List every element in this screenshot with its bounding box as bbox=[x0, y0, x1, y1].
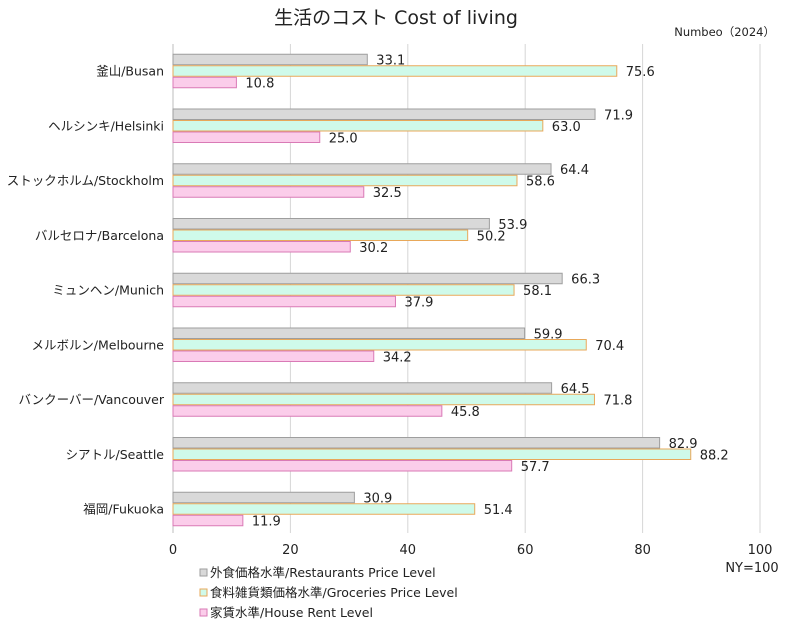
bar bbox=[172, 393, 595, 406]
x-tick-label: 60 bbox=[517, 543, 534, 558]
legend: 外食価格水準/Restaurants Price Level 食料雑貨類価格水準/… bbox=[199, 565, 458, 620]
bar bbox=[172, 76, 237, 89]
bar bbox=[172, 503, 476, 515]
bar bbox=[172, 131, 321, 143]
value-label: 11.9 bbox=[252, 515, 281, 530]
value-label: 88.2 bbox=[700, 448, 729, 463]
axis-note: NY=100 bbox=[725, 561, 778, 576]
category-label: ヘルシンキ/Helsinki bbox=[48, 118, 164, 133]
value-label: 75.6 bbox=[626, 65, 655, 80]
value-label: 59.9 bbox=[534, 327, 563, 342]
bar bbox=[172, 460, 513, 472]
chart-title: 生活のコスト Cost of living bbox=[274, 7, 518, 29]
bar bbox=[172, 174, 518, 187]
value-label: 25.0 bbox=[329, 131, 358, 146]
labels-layer: 釜山/Busan 33.1 75.6 10.8 ヘルシンキ/Helsinki 71.9 63… bbox=[7, 54, 729, 530]
x-tick-label: 40 bbox=[400, 543, 417, 558]
bar bbox=[172, 284, 515, 296]
legend-label: 外食価格水準/Restaurants Price Level bbox=[210, 565, 436, 580]
category-label: 福岡/Fukuoka bbox=[83, 502, 164, 517]
value-label: 45.8 bbox=[451, 405, 480, 420]
category-label: バンクーバー/Vancouver bbox=[18, 392, 164, 407]
value-label: 53.9 bbox=[498, 218, 527, 233]
value-label: 51.4 bbox=[484, 503, 513, 518]
category-label: バルセロナ/Barcelona bbox=[35, 228, 164, 243]
bar bbox=[172, 295, 396, 308]
value-label: 10.8 bbox=[245, 77, 274, 92]
value-label: 64.4 bbox=[560, 163, 589, 178]
category-label: シアトル/Seattle bbox=[66, 447, 165, 462]
bar bbox=[172, 491, 355, 504]
bars-layer bbox=[172, 53, 692, 527]
bar bbox=[172, 218, 490, 230]
legend-label: 食料雑貨類価格水準/Groceries Price Level bbox=[210, 585, 458, 600]
value-label: 30.9 bbox=[363, 492, 392, 507]
value-label: 63.0 bbox=[552, 120, 581, 135]
value-label: 37.9 bbox=[404, 296, 433, 311]
axis-layer: 0 20 40 60 80 100 bbox=[169, 543, 773, 558]
legend-swatch bbox=[199, 588, 208, 597]
value-label: 58.6 bbox=[526, 175, 555, 190]
value-label: 33.1 bbox=[376, 54, 405, 69]
bar bbox=[172, 53, 368, 66]
x-tick-label: 20 bbox=[282, 543, 299, 558]
bar bbox=[172, 65, 618, 77]
legend-swatch bbox=[199, 608, 208, 617]
legend-swatch bbox=[199, 568, 208, 577]
bar bbox=[172, 163, 552, 175]
bar bbox=[172, 229, 469, 241]
bar bbox=[172, 405, 443, 417]
chart-source: Numbeo（2024） bbox=[674, 25, 775, 39]
bar bbox=[172, 437, 661, 449]
x-tick-label: 80 bbox=[634, 543, 651, 558]
bar bbox=[172, 448, 692, 460]
value-label: 64.5 bbox=[561, 382, 590, 397]
x-tick-label: 100 bbox=[748, 543, 773, 558]
value-label: 66.3 bbox=[571, 273, 600, 288]
bar bbox=[172, 327, 526, 339]
bar bbox=[172, 339, 587, 351]
bar bbox=[172, 108, 596, 120]
value-label: 32.5 bbox=[373, 186, 402, 201]
bar bbox=[172, 241, 351, 253]
value-label: 71.8 bbox=[603, 394, 632, 409]
value-label: 57.7 bbox=[521, 460, 550, 475]
bar bbox=[172, 382, 553, 394]
value-label: 30.2 bbox=[359, 241, 388, 256]
value-label: 71.9 bbox=[604, 108, 633, 123]
category-label: ストックホルム/Stockholm bbox=[7, 173, 164, 188]
bar bbox=[172, 350, 375, 362]
bar bbox=[172, 120, 544, 132]
x-tick-label: 0 bbox=[169, 543, 177, 558]
bar bbox=[172, 514, 244, 527]
legend-label: 家賃水準/House Rent Level bbox=[210, 605, 373, 620]
value-label: 34.2 bbox=[383, 350, 412, 365]
category-label: メルボルン/Melbourne bbox=[32, 337, 165, 352]
bar bbox=[172, 272, 563, 285]
category-label: ミュンヘン/Munich bbox=[52, 283, 164, 298]
category-label: 釜山/Busan bbox=[96, 64, 164, 79]
bar bbox=[172, 186, 365, 198]
value-label: 70.4 bbox=[595, 339, 624, 354]
value-label: 58.1 bbox=[523, 284, 552, 299]
value-label: 82.9 bbox=[669, 437, 698, 452]
value-label: 50.2 bbox=[477, 229, 506, 244]
